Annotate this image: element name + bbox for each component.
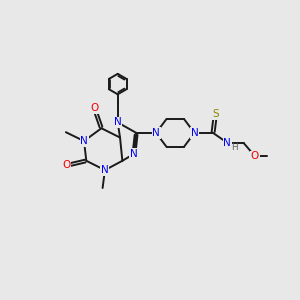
Text: O: O — [90, 103, 99, 113]
Text: H: H — [231, 143, 238, 152]
Text: N: N — [223, 138, 231, 148]
Text: S: S — [212, 109, 219, 119]
Text: N: N — [101, 165, 109, 175]
Text: N: N — [114, 117, 122, 128]
Text: N: N — [152, 128, 160, 138]
Text: N: N — [190, 128, 198, 138]
Text: N: N — [80, 136, 88, 146]
Text: O: O — [251, 151, 259, 161]
Text: O: O — [62, 160, 71, 170]
Text: N: N — [130, 149, 138, 159]
